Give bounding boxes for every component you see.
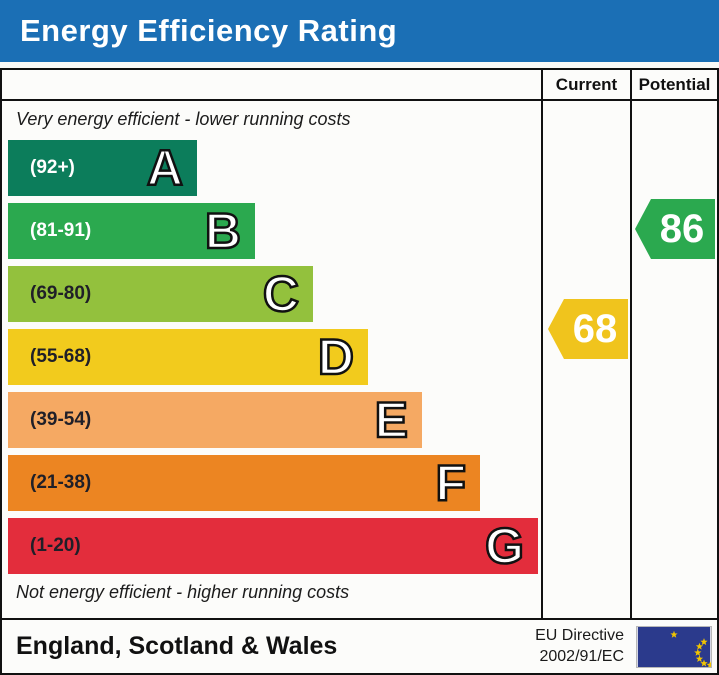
table-header-row: Current Potential [2,70,717,101]
potential-rating-arrow: 86 [635,199,715,259]
title-bar: Energy Efficiency Rating [0,0,719,62]
top-scale-note: Very energy efficient - lower running co… [16,109,351,129]
band-bar-a: (92+) A [8,139,197,198]
band-range-label: (81-91) [30,220,92,241]
band-letter: F [434,454,467,513]
footer: England, Scotland & Wales EU Directive 2… [0,618,719,675]
region-label: England, Scotland & Wales [16,632,338,660]
band-letter: A [146,139,185,198]
potential-rating-column: 86 [630,101,717,618]
band-range-label: (39-54) [30,409,92,430]
potential-column-header: Potential [630,70,717,99]
eu-flag-icon [636,625,712,668]
band-range-label: (69-80) [30,283,92,304]
eu-directive-line2: 2002/91/EC [539,647,624,665]
bands-area: Very energy efficient - lower running co… [2,101,541,618]
band-range-label: (92+) [30,157,75,178]
page-title: Energy Efficiency Rating [20,13,398,48]
band-bar-g: (1-20) G [8,517,538,576]
band-bar-b: (81-91) B [8,202,255,261]
band-bar-e: (39-54) E [8,391,422,450]
header-spacer [2,70,541,99]
current-column-header: Current [541,70,630,99]
band-bar-d: (55-68) D [8,328,368,387]
band-letter: D [317,328,356,387]
eu-directive-line1: EU Directive [535,626,624,644]
band-letter: E [373,391,409,450]
band-range-label: (1-20) [30,535,81,556]
band-letter: B [204,202,243,261]
table-body-row: Very energy efficient - lower running co… [2,101,717,618]
current-rating-arrow: 68 [548,299,628,359]
eu-directive-label: EU Directive 2002/91/EC [535,626,624,668]
band-bars: (92+) A (81-91) B (69-80) C (55-68) D [8,139,541,576]
current-rating-column: 68 [541,101,630,618]
band-letter: G [484,517,525,576]
current-rating-value: 68 [572,306,618,351]
eu-flag-stars [670,630,711,667]
band-range-label: (21-38) [30,472,92,493]
band-letter: C [262,265,301,324]
band-range-label: (55-68) [30,346,92,367]
band-bar-f: (21-38) F [8,454,480,513]
bottom-scale-note: Not energy efficient - higher running co… [16,582,350,602]
potential-rating-value: 86 [659,206,705,251]
rating-table: Current Potential Very energy efficient … [0,68,719,620]
band-bar-c: (69-80) C [8,265,313,324]
